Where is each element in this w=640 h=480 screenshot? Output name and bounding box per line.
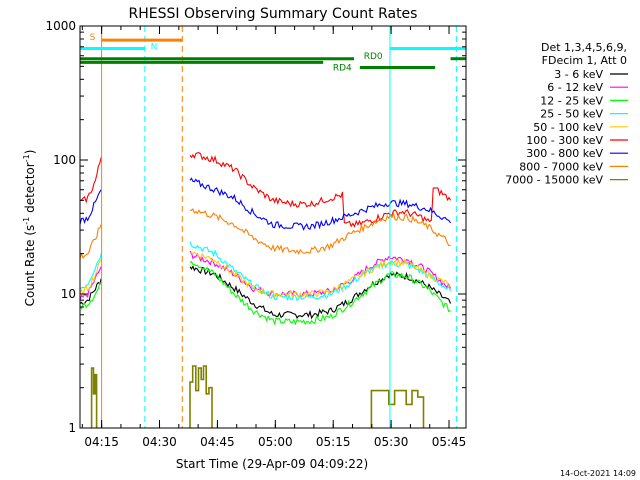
legend-label-5: 100 - 300 keV	[526, 134, 603, 147]
x-tick-label-1: 04:30	[142, 435, 177, 449]
series-line-5-seg-1	[189, 152, 452, 228]
series-line-5-seg-0	[79, 157, 102, 204]
series-line-8-seg-2	[370, 389, 425, 428]
chart-title: RHESSI Observing Summary Count Rates	[129, 6, 418, 22]
y-tick-label-2: 100	[53, 153, 76, 167]
y-tick-label-0: 1	[68, 421, 76, 435]
legend-label-4: 50 - 100 keV	[533, 121, 603, 134]
y-label-sup1: -1	[22, 217, 31, 225]
series-line-6-seg-0	[79, 189, 102, 225]
series-line-7-seg-1	[189, 208, 451, 255]
series-line-2-seg-0	[79, 282, 102, 310]
state-label-1: N	[151, 42, 158, 52]
state-label-3: RD0	[364, 52, 383, 62]
y-axis-label: Count Rate (s-1 detector-1)	[22, 150, 37, 307]
x-tick-label-4: 05:15	[316, 435, 351, 449]
ticks-layer: 04:15 04:30 04:45 05:00 05:15 05:30 05:45 1 10 10…	[45, 19, 466, 449]
x-tick-label-0: 04:15	[84, 435, 119, 449]
legend-label-6: 300 - 800 keV	[526, 147, 603, 160]
plot-frame	[79, 25, 467, 429]
series-line-3-seg-0	[79, 253, 102, 290]
state-label-0: S	[90, 33, 96, 43]
y-label-end: )	[23, 150, 37, 155]
annotation-layer: S N RD0 RD4	[80, 26, 466, 428]
y-label-mid: detector	[23, 162, 37, 217]
series-line-4-seg-1	[189, 251, 451, 299]
legend-label-1: 6 - 12 keV	[547, 81, 603, 94]
series-line-7-seg-0	[79, 224, 102, 260]
series-line-2-seg-1	[189, 260, 451, 326]
x-tick-label-3: 05:00	[258, 435, 293, 449]
y-label-main: Count Rate (s	[23, 225, 37, 307]
x-axis-label: Start Time (29-Apr-09 04:09:22)	[176, 457, 368, 471]
legend-label-2: 12 - 25 keV	[540, 94, 603, 107]
legend: Det 1,3,4,5,6,9, FDecim 1, Att 0 3 - 6 k…	[505, 41, 628, 187]
date-stamp: 14-Oct-2021 14:09	[560, 469, 636, 478]
y-tick-label-1: 10	[61, 287, 76, 301]
legend-label-8: 7000 - 15000 keV	[505, 174, 603, 187]
state-label-6: RD4	[333, 64, 352, 74]
x-tick-label-2: 04:45	[200, 435, 235, 449]
y-label-sup2: -1	[22, 154, 31, 162]
legend-header-line-2: FDecim 1, Att 0	[542, 54, 627, 67]
legend-header-line-1: Det 1,3,4,5,6,9,	[541, 41, 627, 54]
x-tick-label-6: 05:45	[432, 435, 467, 449]
series-layer	[79, 152, 452, 428]
series-line-6-seg-1	[189, 177, 452, 231]
legend-label-3: 25 - 50 keV	[540, 108, 603, 121]
series-line-0-seg-1	[189, 265, 452, 320]
y-tick-label-3: 1000	[45, 19, 76, 33]
legend-label-0: 3 - 6 keV	[554, 68, 603, 81]
series-line-4-seg-0	[79, 259, 102, 297]
series-line-8-seg-1	[189, 365, 213, 428]
series-line-1-seg-0	[79, 266, 102, 300]
legend-label-7: 800 - 7000 keV	[519, 160, 603, 173]
x-tick-label-5: 05:30	[374, 435, 409, 449]
series-line-8-seg-0	[90, 367, 98, 428]
